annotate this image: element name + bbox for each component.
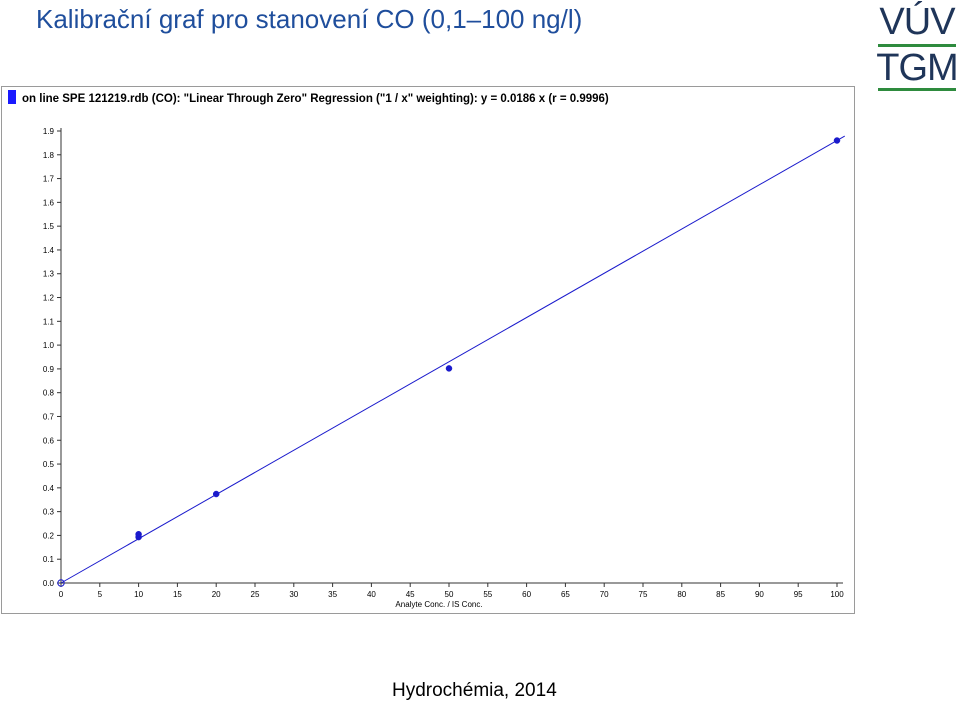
x-tick-label: 55 bbox=[483, 590, 492, 599]
data-point-origin bbox=[57, 579, 65, 587]
data-point bbox=[135, 530, 142, 538]
x-tick-label: 50 bbox=[445, 590, 454, 599]
y-tick-label: 0.7 bbox=[43, 412, 55, 421]
x-tick-label: 70 bbox=[600, 590, 609, 599]
x-tick-label: 0 bbox=[59, 590, 64, 599]
y-tick-label: 1.8 bbox=[43, 151, 55, 160]
x-tick-label: 65 bbox=[561, 590, 570, 599]
logo-divider-bottom bbox=[878, 88, 956, 91]
x-tick-label: 20 bbox=[212, 590, 221, 599]
x-tick-label: 80 bbox=[677, 590, 686, 599]
logo-text-tgm: TGM bbox=[876, 47, 958, 89]
y-tick-label: 0.3 bbox=[43, 508, 55, 517]
series-color-marker bbox=[8, 90, 16, 104]
chart-title: on line SPE 121219.rdb (CO): "Linear Thr… bbox=[22, 93, 609, 105]
y-tick-label: 1.4 bbox=[43, 246, 55, 255]
slide-footer: Hydrochémia, 2014 bbox=[392, 680, 557, 701]
x-tick-label: 45 bbox=[406, 590, 415, 599]
x-tick-label: 95 bbox=[794, 590, 803, 599]
slide-title: Kalibrační graf pro stanovení CO (0,1–10… bbox=[36, 4, 583, 34]
x-axis-label: Analyte Conc. / IS Conc. bbox=[395, 600, 482, 609]
x-tick-label: 25 bbox=[251, 590, 260, 599]
y-tick-label: 1.9 bbox=[43, 127, 55, 136]
calibration-chart: 0.0 0.1 0.2 0.3 0.4 0.5 0.6 0.7 0.8 0.9 1.0 1.1 1.2 1… bbox=[1, 86, 855, 614]
regression-line bbox=[60, 135, 846, 584]
y-tick-label: 0.4 bbox=[43, 484, 55, 493]
data-point bbox=[833, 137, 841, 144]
y-tick-label: 0.5 bbox=[43, 460, 55, 469]
x-tick-label: 35 bbox=[328, 590, 337, 599]
y-tick-label: 1.5 bbox=[43, 222, 55, 231]
y-tick-label: 1.2 bbox=[43, 294, 55, 303]
calibration-plot: 0.0 0.1 0.2 0.3 0.4 0.5 0.6 0.7 0.8 0.9 1.0 1.1 1.2 1… bbox=[43, 127, 846, 609]
x-tick-label: 100 bbox=[830, 590, 844, 599]
y-tick-label: 1.6 bbox=[43, 198, 55, 207]
x-tick-label: 5 bbox=[98, 590, 103, 599]
x-tick-label: 40 bbox=[367, 590, 376, 599]
x-tick-label: 85 bbox=[716, 590, 725, 599]
logo-text-vuv: VÚV bbox=[879, 1, 955, 43]
logo-divider-top bbox=[878, 44, 956, 47]
chart-header: on line SPE 121219.rdb (CO): "Linear Thr… bbox=[8, 90, 609, 106]
y-tick-label: 0.2 bbox=[43, 531, 55, 540]
x-tick-label: 30 bbox=[289, 590, 298, 599]
x-tick-label: 15 bbox=[173, 590, 182, 599]
y-tick-label: 0.8 bbox=[43, 389, 55, 398]
y-tick-label: 0.9 bbox=[43, 365, 55, 374]
y-tick-label: 1.0 bbox=[43, 341, 55, 350]
y-tick-label: 0.0 bbox=[43, 579, 55, 588]
x-tick-label: 60 bbox=[522, 590, 531, 599]
x-tick-label: 10 bbox=[134, 590, 143, 599]
y-tick-label: 1.7 bbox=[43, 175, 55, 184]
y-tick-label: 0.6 bbox=[43, 436, 55, 445]
data-point bbox=[212, 490, 220, 498]
y-tick-label: 0.1 bbox=[43, 555, 55, 564]
data-point bbox=[445, 365, 453, 372]
y-tick-label: 1.3 bbox=[43, 270, 55, 279]
x-tick-label: 75 bbox=[639, 590, 648, 599]
x-tick-label: 90 bbox=[755, 590, 764, 599]
y-tick-label: 1.1 bbox=[43, 317, 55, 326]
vuv-tgm-logo: VÚV TGM bbox=[876, 1, 959, 92]
